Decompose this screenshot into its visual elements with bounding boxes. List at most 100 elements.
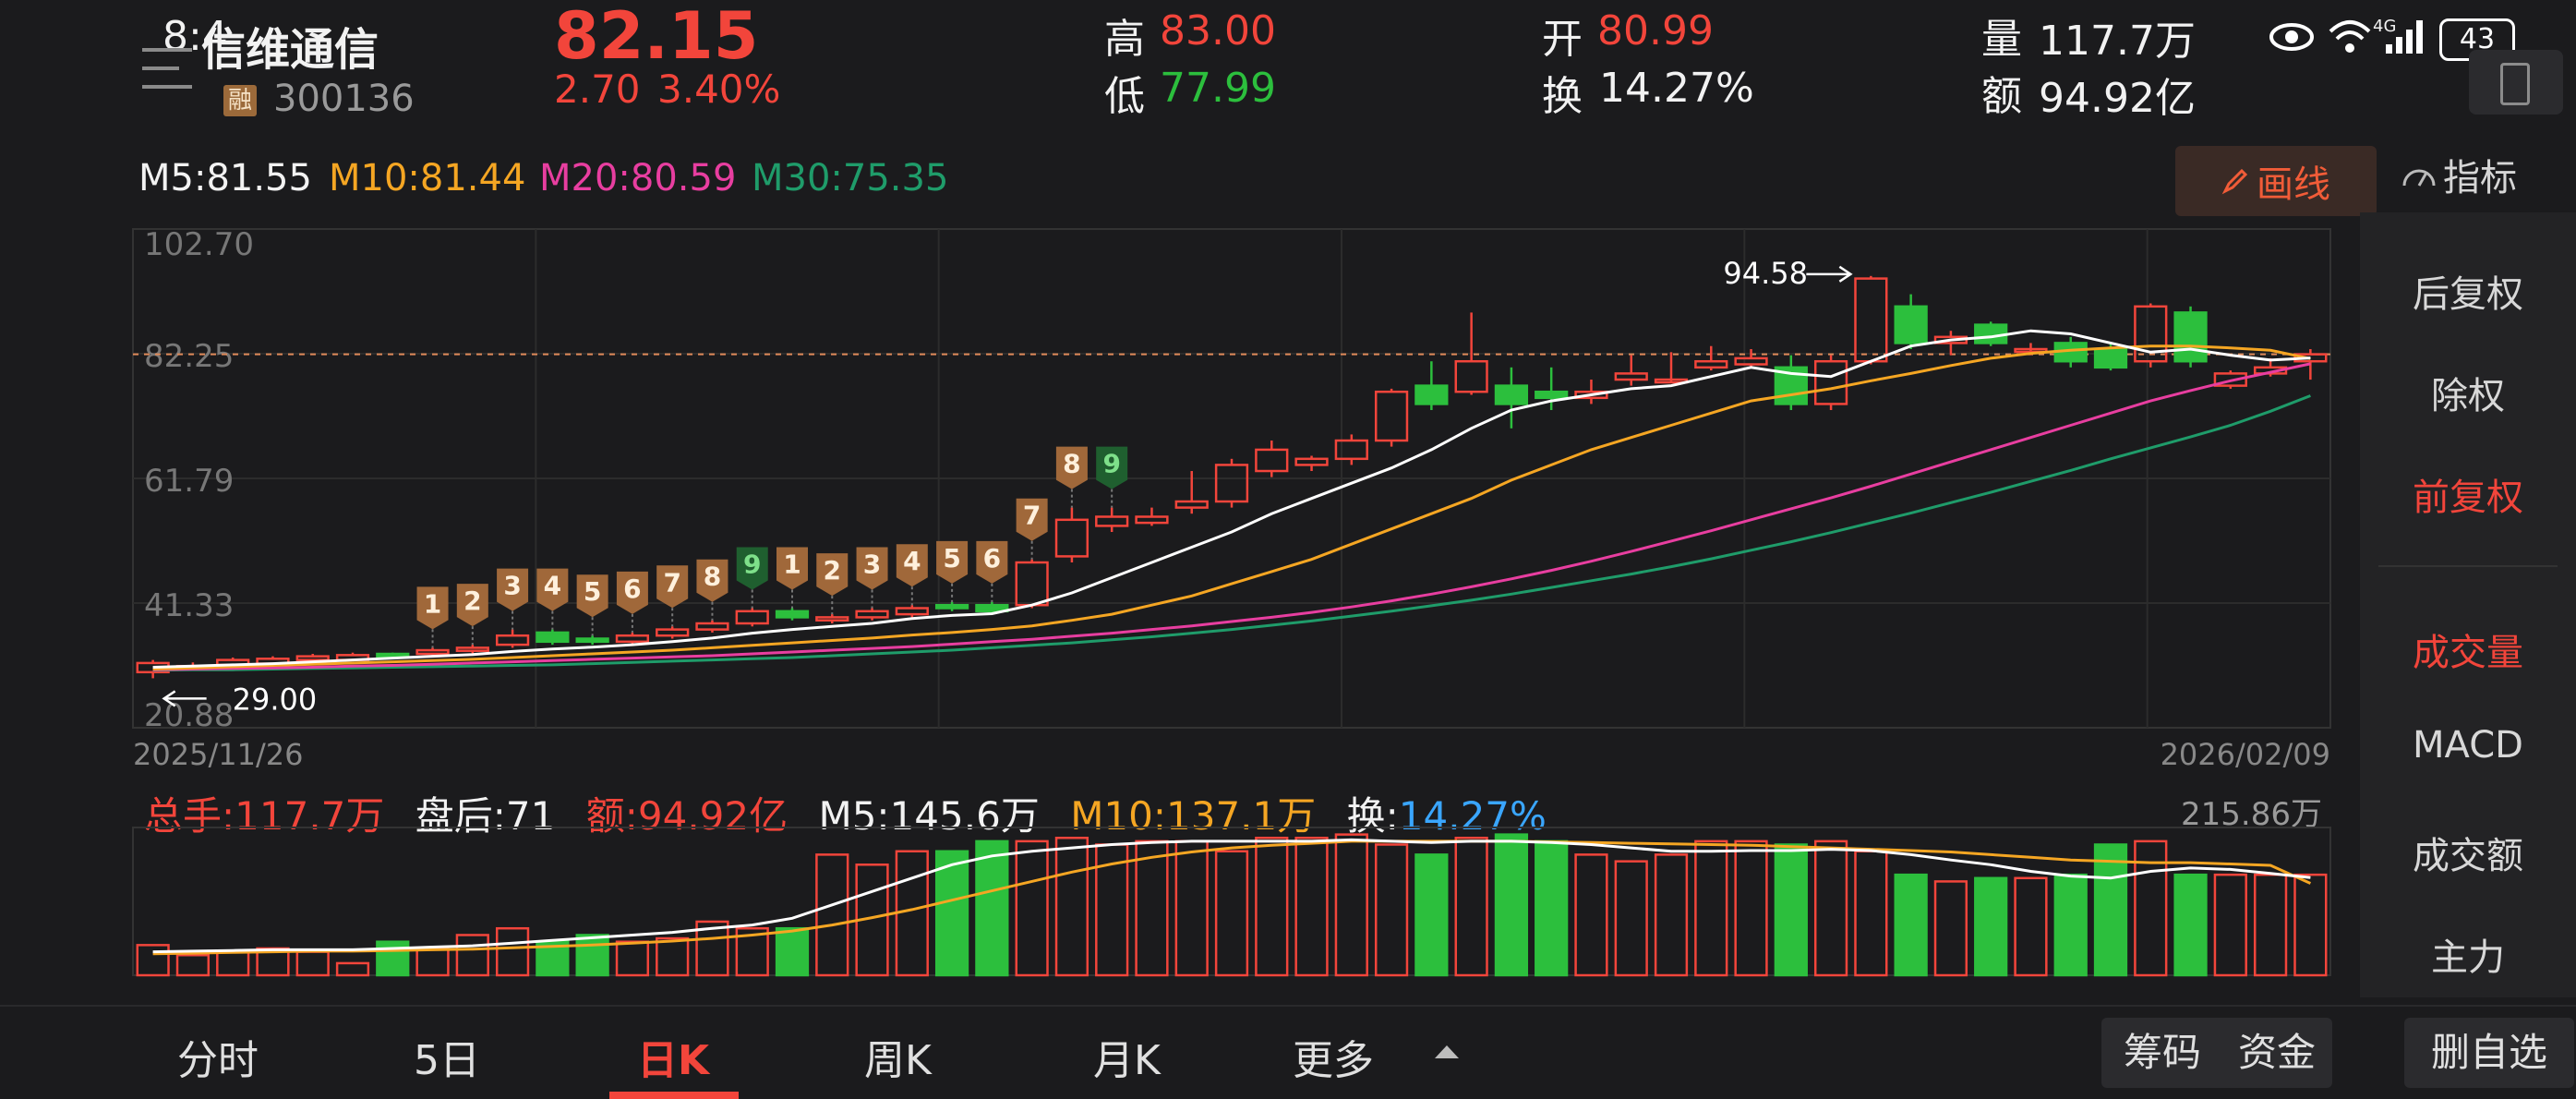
candle-body xyxy=(1174,500,1209,509)
candle xyxy=(2134,303,2168,368)
candle-body xyxy=(934,603,969,610)
candle xyxy=(1574,380,1608,405)
volume-bar xyxy=(1774,843,1808,977)
rp-item-ex-rights[interactable]: 除权 xyxy=(2431,375,2505,417)
volume-bar xyxy=(175,953,211,977)
candle xyxy=(1933,331,1968,356)
candle-body xyxy=(1054,518,1089,558)
volume-bar xyxy=(2213,873,2247,977)
signal-label: 6 xyxy=(983,543,1001,574)
volume-bar xyxy=(1813,839,1848,977)
volume-bar xyxy=(1614,860,1648,977)
volume-bar xyxy=(136,944,170,977)
signal-badge xyxy=(536,568,569,611)
rp-item-macd[interactable]: MACD xyxy=(2413,724,2523,767)
candle-body xyxy=(1214,464,1249,503)
candle xyxy=(1494,367,1529,429)
volume-bar xyxy=(975,839,1009,977)
tab-weekly-k[interactable]: 周K xyxy=(864,1037,932,1084)
signal-label: 4 xyxy=(544,571,561,601)
candle xyxy=(1294,455,1329,472)
volume-bar xyxy=(934,850,969,977)
candle-body xyxy=(1095,515,1129,527)
candle xyxy=(1174,471,1209,514)
landscape-toggle-button[interactable] xyxy=(2469,50,2563,115)
draw-line-button[interactable]: 画线 xyxy=(2175,146,2377,216)
ma5-line xyxy=(152,329,2311,669)
candle xyxy=(575,635,609,646)
candle xyxy=(2173,306,2208,368)
signal-tag: 4 xyxy=(896,544,928,606)
candle-body xyxy=(1694,359,1728,369)
signal-label: 9 xyxy=(1102,449,1120,479)
signal-tag: 2 xyxy=(816,553,849,615)
signal-tag: 8 xyxy=(1055,446,1088,508)
signal-tag: 7 xyxy=(1016,498,1048,560)
candle xyxy=(1774,355,1808,411)
stock-code: 300136 xyxy=(273,78,415,120)
candle-body xyxy=(495,634,530,646)
rp-divider xyxy=(2378,565,2558,567)
volume-bar xyxy=(895,850,929,977)
volume-bar xyxy=(1015,839,1049,977)
signal-label: 1 xyxy=(783,550,800,580)
volume-bar xyxy=(1414,853,1449,977)
candle-body xyxy=(615,634,650,644)
current-price: 82.15 xyxy=(554,0,759,74)
delete-watchlist-button[interactable]: 删自选 xyxy=(2404,1018,2574,1088)
volume-bar xyxy=(2293,873,2328,977)
volume-bar xyxy=(1214,850,1249,977)
rp-item-amount[interactable]: 成交额 xyxy=(2413,835,2523,877)
rp-item-back-adjust[interactable]: 后复权 xyxy=(2413,273,2523,316)
candle-body xyxy=(2173,311,2208,363)
low-value: 77.99 xyxy=(1160,65,1276,112)
volume-bar xyxy=(1694,839,1728,977)
signal-badge xyxy=(776,547,808,590)
volume-turnover: 14.27% xyxy=(1398,793,1547,839)
rp-item-main-force[interactable]: 主力 xyxy=(2431,936,2505,979)
signal-label: 4 xyxy=(903,546,921,576)
signal-label: 8 xyxy=(1063,449,1080,479)
candle-body xyxy=(855,610,889,619)
volume-bar xyxy=(1454,836,1488,977)
candle-body xyxy=(2014,347,2048,354)
volume-chart[interactable] xyxy=(0,822,2360,988)
signal-badge xyxy=(576,574,608,618)
candle-body xyxy=(975,603,1009,613)
signal-badge xyxy=(976,540,1008,584)
menu-icon[interactable] xyxy=(142,48,192,89)
signal-badge xyxy=(1016,498,1048,541)
open-label: 开 xyxy=(1542,16,1583,63)
y-tick-label: 20.88 xyxy=(144,697,234,734)
tab-5day[interactable]: 5日 xyxy=(414,1037,480,1084)
candle xyxy=(1135,507,1169,526)
rp-item-volume[interactable]: 成交量 xyxy=(2413,632,2523,674)
candle xyxy=(536,629,570,646)
y-tick-label: 41.33 xyxy=(144,587,234,624)
signal-tag: 4 xyxy=(536,568,569,630)
volume-bar xyxy=(1894,873,1928,977)
candle xyxy=(1614,355,1648,386)
signal-label: 3 xyxy=(503,571,521,601)
volume-m5: M5:145.6万 xyxy=(818,793,1040,839)
volume-bar xyxy=(1974,876,2008,977)
chip-button[interactable]: 筹码 xyxy=(2124,1030,2202,1075)
tab-daily-k[interactable]: 日K xyxy=(637,1037,710,1084)
signal-badge xyxy=(816,553,849,597)
volume-bar xyxy=(495,926,530,977)
ma5-value: M5:81.55 xyxy=(138,157,312,199)
caret-up-icon[interactable] xyxy=(1433,1042,1461,1060)
tab-more[interactable]: 更多 xyxy=(1293,1037,1374,1084)
rp-item-forward-adjust[interactable]: 前复权 xyxy=(2413,477,2523,519)
tab-monthly-k[interactable]: 月K xyxy=(1093,1037,1161,1084)
min-arrowhead xyxy=(162,690,176,707)
volume-bar xyxy=(615,940,650,977)
tab-intraday[interactable]: 分时 xyxy=(177,1037,259,1084)
volume-bar xyxy=(2093,843,2128,977)
fund-button[interactable]: 资金 xyxy=(2238,1030,2317,1075)
candle-body xyxy=(1813,359,1848,405)
indicator-button[interactable]: 指标 xyxy=(2401,148,2517,201)
signal-tag: 1 xyxy=(776,547,808,609)
candle-body xyxy=(895,607,929,616)
